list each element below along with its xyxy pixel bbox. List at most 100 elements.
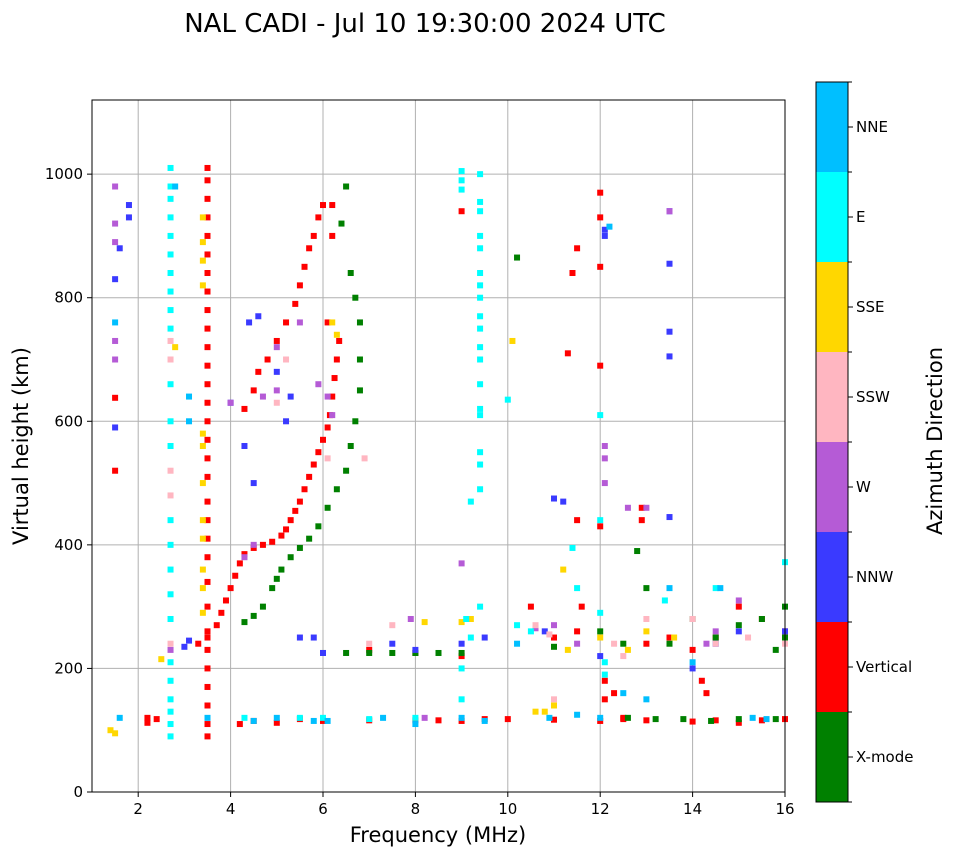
data-point-w (624, 504, 631, 511)
data-point-e (167, 164, 174, 171)
data-point-x-mode (458, 649, 465, 656)
colorbar-segment (816, 262, 848, 352)
data-point-ssw (361, 455, 368, 462)
data-point-x-mode (333, 486, 340, 493)
data-point-ssw (167, 492, 174, 499)
plot-frame (91, 99, 786, 793)
data-point-x-mode (514, 254, 521, 261)
data-point-sse (199, 480, 206, 487)
data-point-vertical (264, 356, 271, 363)
data-point-e (504, 396, 511, 403)
data-point-e (167, 288, 174, 295)
data-point-w (735, 597, 742, 604)
data-point-vertical (315, 449, 322, 456)
x-tick-label: 14 (683, 800, 702, 818)
data-point-x-mode (306, 535, 313, 542)
data-point-x-mode (735, 716, 742, 723)
data-point-vertical (204, 232, 211, 239)
data-point-ssw (167, 356, 174, 363)
data-point-ssw (546, 631, 553, 638)
y-tick-label: 0 (73, 783, 83, 801)
data-point-nnw (389, 640, 396, 647)
data-point-vertical (564, 350, 571, 357)
data-point-e (477, 282, 484, 289)
data-point-e (167, 270, 174, 276)
data-point-nne (112, 319, 119, 326)
data-point-e (167, 307, 174, 314)
data-point-x-mode (708, 717, 715, 724)
y-tick-label: 200 (54, 659, 83, 677)
data-point-vertical (597, 189, 604, 196)
data-point-vertical (204, 498, 211, 505)
data-point-nne (186, 418, 193, 425)
data-point-sse (199, 535, 206, 542)
data-point-x-mode (278, 566, 285, 573)
data-point-vertical (204, 473, 211, 480)
data-point-vertical (204, 362, 211, 369)
data-point-sse (329, 319, 336, 326)
data-point-e (574, 585, 581, 592)
data-point-sse (199, 239, 206, 246)
data-point-vertical (329, 232, 336, 239)
data-point-e (167, 195, 174, 202)
data-point-vertical (195, 640, 202, 647)
data-point-e (477, 344, 484, 351)
data-point-ssw (366, 640, 373, 647)
data-point-w (112, 220, 119, 227)
data-point-vertical (320, 436, 326, 443)
data-point-ssw (620, 653, 627, 660)
data-point-x-mode (356, 356, 363, 363)
data-point-vertical (204, 214, 211, 221)
data-point-vertical (698, 677, 705, 684)
data-point-x-mode (735, 622, 742, 629)
data-point-nnw (551, 495, 557, 502)
data-point-e (477, 198, 484, 205)
data-point-nnw (666, 514, 673, 521)
colorbar-label: SSW (856, 388, 890, 406)
data-point-vertical (574, 517, 581, 524)
data-point-w (227, 399, 234, 406)
data-point-vertical (504, 716, 511, 723)
data-point-vertical (241, 551, 248, 558)
data-point-sse (421, 619, 428, 626)
data-point-vertical (320, 202, 326, 209)
data-point-e (477, 603, 484, 610)
data-point-vertical (569, 270, 576, 276)
data-point-vertical (296, 498, 303, 505)
data-point-vertical (204, 628, 211, 635)
data-point-e (477, 356, 484, 363)
data-point-w (643, 504, 650, 511)
data-point-vertical (204, 436, 211, 443)
data-point-e (477, 171, 484, 178)
data-point-vertical (218, 609, 225, 616)
data-point-e (601, 659, 608, 666)
data-point-vertical (144, 714, 151, 721)
data-point-vertical (204, 344, 211, 351)
colorbar-label: Vertical (856, 658, 912, 676)
data-point-e (463, 616, 470, 622)
data-point-w (666, 208, 673, 215)
data-point-vertical (601, 696, 608, 703)
data-point-nne (172, 183, 179, 190)
data-point-nne (412, 721, 419, 728)
data-point-nne (689, 659, 696, 666)
data-point-sse (199, 585, 206, 592)
data-point-nnw (735, 628, 742, 635)
data-point-vertical (204, 733, 211, 740)
data-point-vertical (333, 356, 340, 363)
data-point-sse (199, 214, 206, 221)
data-point-sse (564, 646, 571, 653)
data-point-vertical (310, 461, 317, 468)
data-point-vertical (283, 319, 290, 326)
data-point-w (250, 541, 257, 548)
grid (92, 100, 786, 793)
data-point-e (477, 245, 484, 252)
data-point-e (597, 609, 604, 616)
data-point-vertical (204, 381, 211, 388)
colorbar-label: W (856, 478, 871, 496)
data-point-vertical (204, 603, 211, 610)
data-point-sse (532, 708, 539, 715)
data-point-nnw (250, 480, 257, 487)
data-point-nne (749, 714, 756, 721)
data-point-sse (199, 609, 206, 616)
